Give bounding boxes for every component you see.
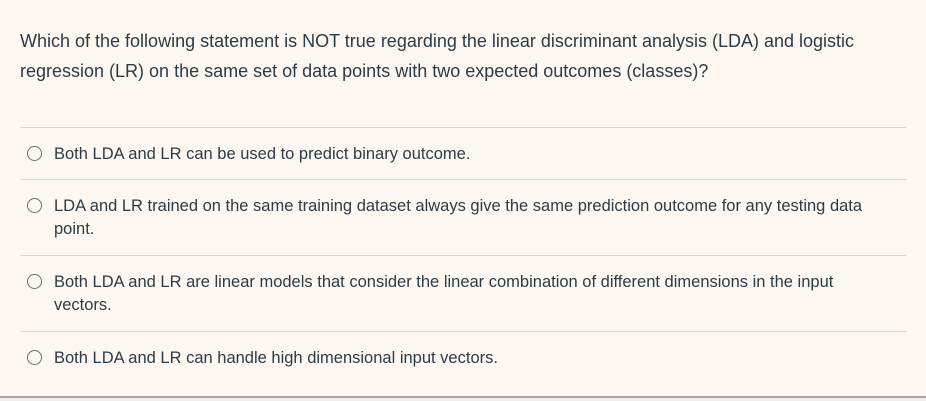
- radio-button[interactable]: [27, 146, 42, 161]
- answer-option[interactable]: LDA and LR trained on the same training …: [20, 179, 906, 255]
- answer-option[interactable]: Both LDA and LR are linear models that c…: [20, 255, 906, 331]
- answer-option[interactable]: Both LDA and LR can handle high dimensio…: [20, 331, 906, 383]
- card-bottom-border: [0, 396, 926, 401]
- answer-label: Both LDA and LR can be used to predict b…: [54, 145, 471, 163]
- answer-list: Both LDA and LR can be used to predict b…: [0, 127, 926, 383]
- radio-button[interactable]: [27, 274, 42, 289]
- question-text: Which of the following statement is NOT …: [20, 31, 855, 81]
- radio-button[interactable]: [27, 198, 42, 213]
- answer-label: LDA and LR trained on the same training …: [54, 197, 863, 238]
- answer-label: Both LDA and LR are linear models that c…: [54, 273, 834, 314]
- answer-option[interactable]: Both LDA and LR can be used to predict b…: [20, 127, 906, 179]
- radio-button[interactable]: [27, 350, 42, 365]
- answer-label: Both LDA and LR can handle high dimensio…: [54, 349, 498, 367]
